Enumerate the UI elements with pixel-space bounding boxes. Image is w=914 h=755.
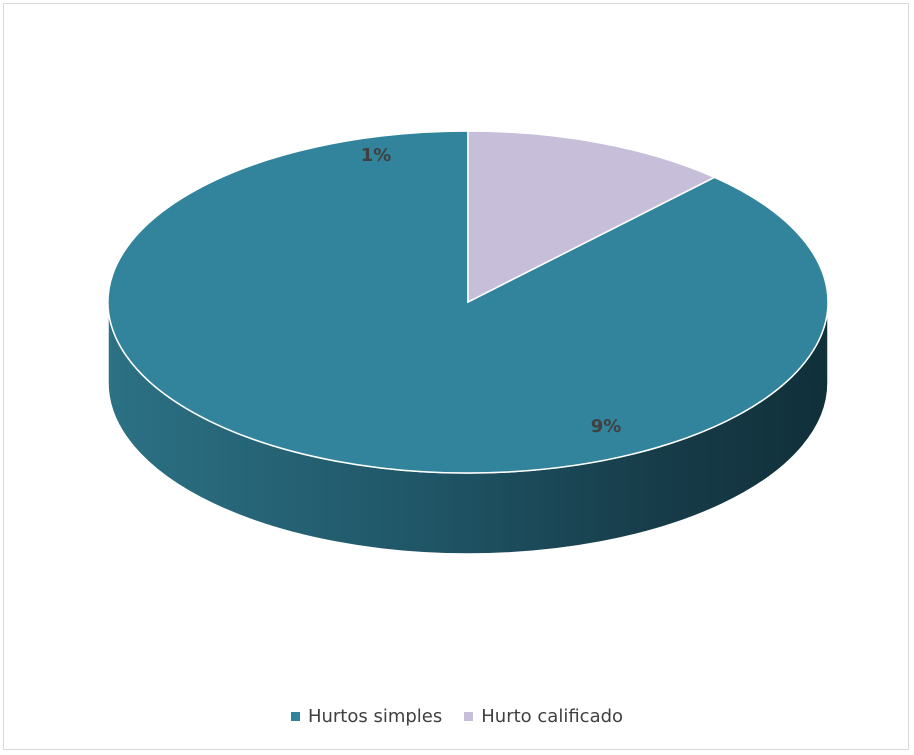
legend-label-hurto-calificado: Hurto calificado	[481, 706, 624, 727]
legend-swatch-hurtos-simples	[290, 712, 300, 721]
legend-entry-hurto-calificado: Hurto calificado	[464, 706, 623, 727]
data-label-hurtos-simples: 9%	[591, 416, 622, 437]
legend-swatch-hurto-calificado	[464, 712, 474, 721]
legend-label-hurtos-simples: Hurtos simples	[307, 706, 443, 727]
data-label-hurto-calificado: 1%	[361, 145, 392, 166]
pie-slice-hurto-calificado	[467, 130, 717, 304]
legend: Hurtos simples Hurto calificado	[0, 706, 914, 727]
legend-entry-hurtos-simples: Hurtos simples	[290, 706, 443, 727]
